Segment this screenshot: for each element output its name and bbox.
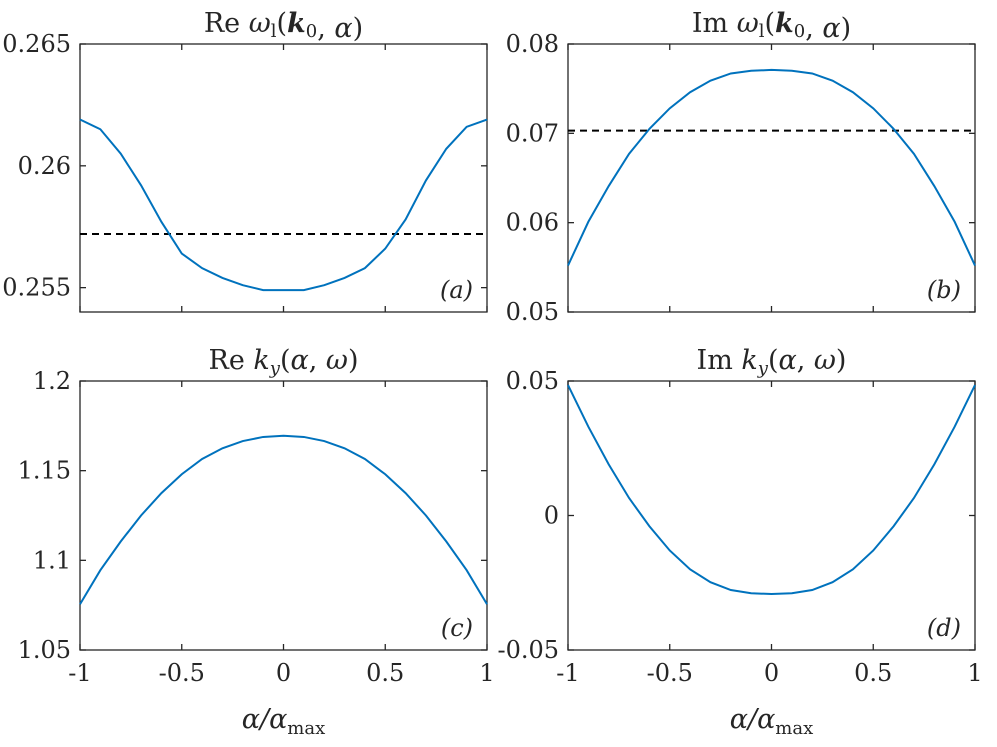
x-tick-label: 0.5: [366, 659, 404, 687]
panel-a: 0.255 0.26 0.265 (a) Re ωl(k0, α): [2, 8, 488, 313]
y-tick-label: 0.255: [2, 274, 71, 302]
x-tick-label: 0: [276, 659, 291, 687]
axes-box: [567, 380, 976, 651]
x-tick-label: 0: [764, 659, 779, 687]
panel-title: Im ky(α, ω): [697, 345, 847, 379]
x-axis-label: α/αmax: [242, 704, 326, 739]
series-line-0: [79, 434, 488, 605]
y-tick-label: 0.07: [506, 119, 559, 147]
x-tick-label: 0.5: [854, 659, 892, 687]
x-tick-label: -0.5: [159, 659, 205, 687]
series-line-0: [567, 68, 976, 266]
series-line-0: [567, 384, 976, 596]
y-tick-label: 1.2: [33, 367, 71, 395]
y-tick-label: 1.15: [18, 457, 71, 485]
x-tick-label: 1: [479, 659, 494, 687]
panel-c: -1 -0.5 0 0.5 1 1.05 1.1 1.15 1.2 (c) Re ky(α, ω): [18, 345, 495, 687]
y-tick-label: 1.1: [33, 546, 71, 574]
x-tick-label: -0.5: [647, 659, 693, 687]
y-tick-label: 0.06: [506, 209, 559, 237]
panel-title: Im ωl(k0, α): [692, 8, 851, 44]
panel-title: Re ky(α, ω): [209, 345, 359, 379]
y-tick-label: 0.265: [2, 30, 71, 58]
y-tick-label: 1.05: [18, 636, 71, 664]
panel-tag: (c): [441, 614, 473, 642]
y-tick-label: 0.26: [18, 152, 71, 180]
panel-b: 0.05 0.06 0.07 0.08 (b) Im ωl(k0, α): [506, 8, 976, 326]
panel-tag: (a): [440, 276, 473, 304]
x-tick-label: 1: [967, 659, 982, 687]
y-tick-label: -0.05: [497, 636, 559, 664]
x-axis-label: α/αmax: [730, 704, 814, 739]
y-tick-label: 0.08: [506, 30, 559, 58]
axes-box: [79, 43, 488, 313]
y-tick-label: 0: [544, 502, 559, 530]
panel-tag: (d): [927, 614, 961, 642]
panel-tag: (b): [927, 276, 961, 304]
panel-d: -1 -0.5 0 0.5 1 -0.05 0 0.05 (d) Im ky(α, ω): [497, 345, 982, 687]
axes-box: [567, 43, 976, 313]
series-line-0: [79, 118, 488, 292]
y-tick-label: 0.05: [506, 298, 559, 326]
x-tick-label: -1: [556, 659, 579, 687]
panel-title: Re ωl(k0, α): [204, 8, 363, 44]
x-tick-label: -1: [68, 659, 91, 687]
y-tick-label: 0.05: [506, 367, 559, 395]
axes-box: [79, 380, 488, 651]
